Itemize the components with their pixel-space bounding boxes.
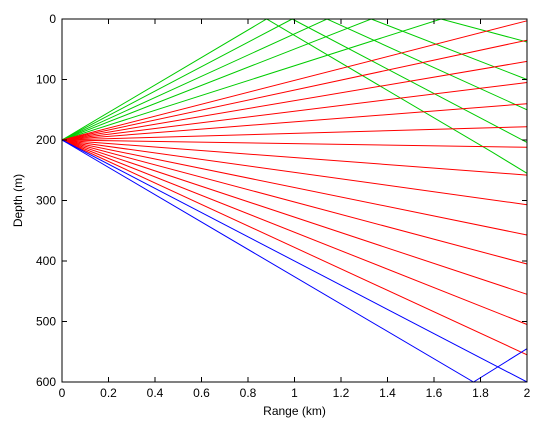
x-tick-label: 0.8 bbox=[240, 386, 257, 400]
y-tick-label: 400 bbox=[36, 254, 56, 268]
ray-line-7 bbox=[61, 39, 528, 141]
y-tick-label: 0 bbox=[49, 12, 56, 26]
x-tick-label: 2 bbox=[524, 386, 531, 400]
x-tick-label: 0.4 bbox=[147, 386, 164, 400]
x-tick-label: 1 bbox=[291, 386, 298, 400]
ray-line-16 bbox=[61, 139, 528, 265]
y-axis-ticks: 0 100 200 300 400 500 600 bbox=[36, 12, 527, 389]
ray-line-1 bbox=[61, 18, 528, 174]
x-tick-label: 1.8 bbox=[472, 386, 489, 400]
y-tick-label: 100 bbox=[36, 73, 56, 87]
y-axis-title: Depth (m) bbox=[11, 174, 25, 227]
y-tick-label: 500 bbox=[36, 315, 56, 329]
ray-line-12 bbox=[61, 139, 528, 148]
ray-paths bbox=[61, 18, 528, 383]
ray-line-13 bbox=[61, 139, 528, 176]
x-tick-label: 1.2 bbox=[333, 386, 350, 400]
x-tick-label: 0 bbox=[59, 386, 66, 400]
ray-line-17 bbox=[61, 139, 528, 295]
x-tick-label: 0.2 bbox=[100, 386, 117, 400]
ray-line-6 bbox=[61, 20, 528, 141]
x-axis-title: Range (km) bbox=[263, 404, 326, 418]
y-tick-label: 200 bbox=[36, 133, 56, 147]
ray-line-20 bbox=[61, 139, 528, 383]
ray-line-8 bbox=[61, 60, 528, 141]
x-tick-label: 0.6 bbox=[193, 386, 210, 400]
ray-line-10 bbox=[61, 103, 528, 141]
ray-line-11 bbox=[61, 126, 528, 141]
x-tick-label: 1.6 bbox=[426, 386, 443, 400]
ray-line-19 bbox=[61, 139, 528, 356]
y-tick-label: 300 bbox=[36, 194, 56, 208]
ray-line-9 bbox=[61, 82, 528, 141]
x-tick-label: 1.4 bbox=[379, 386, 396, 400]
x-axis-ticks: 0 0.2 0.4 0.6 0.8 1 1.2 1.4 1.6 1.8 2 bbox=[59, 19, 531, 400]
plot-area bbox=[62, 19, 527, 382]
ray-line-15 bbox=[61, 139, 528, 236]
y-tick-label: 600 bbox=[36, 375, 56, 389]
ray-line-14 bbox=[61, 139, 528, 206]
ray-line-18 bbox=[61, 139, 528, 325]
